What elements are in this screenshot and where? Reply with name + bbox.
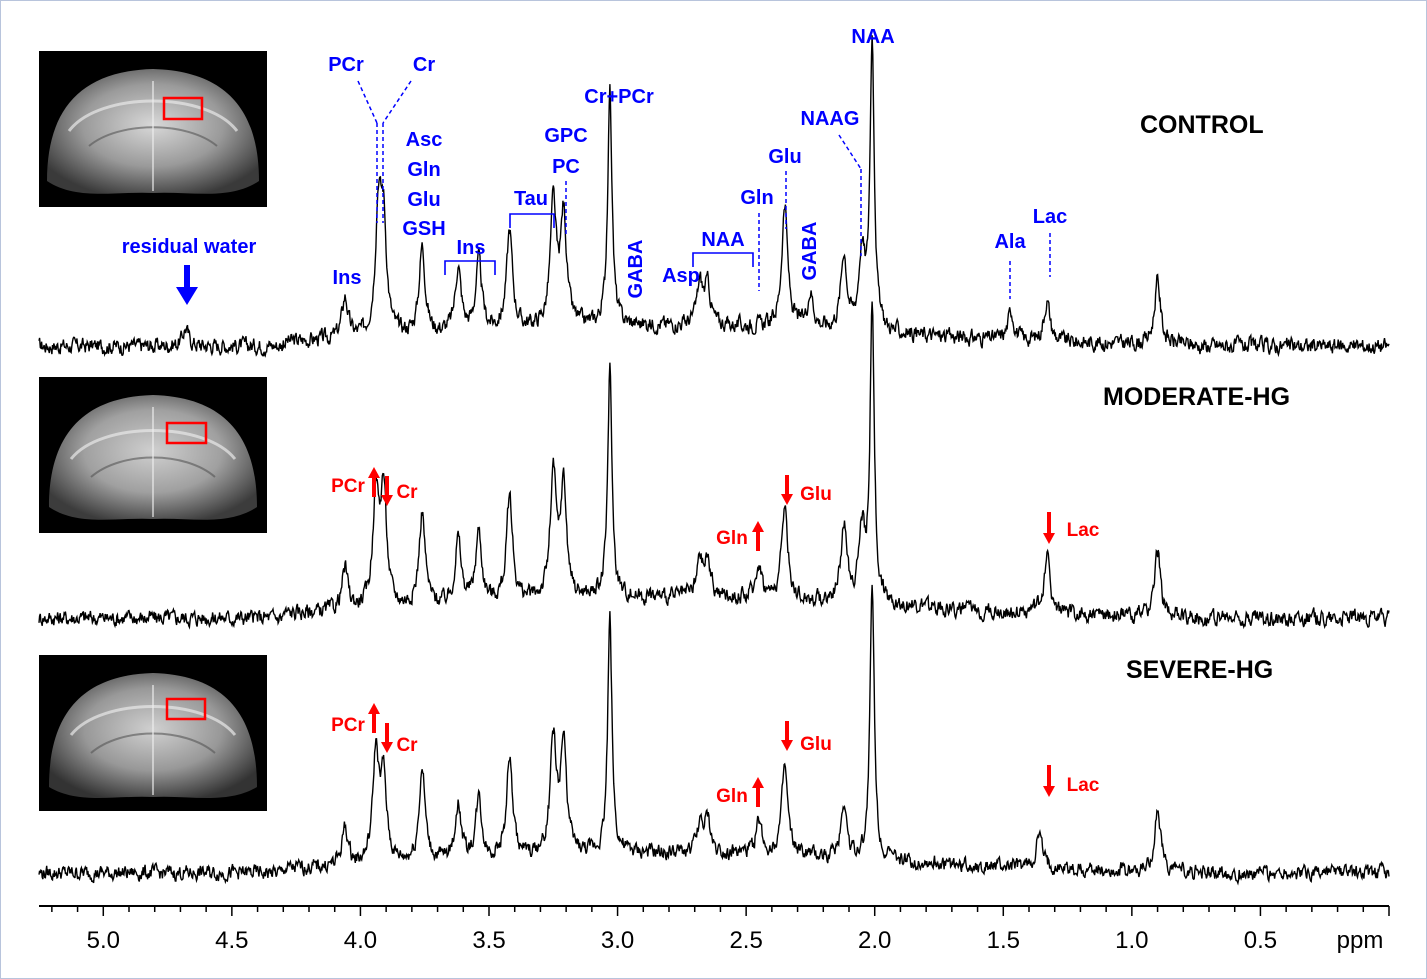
x-tick-label: 1.0 xyxy=(1115,927,1148,954)
voxel-roi-severe-hg xyxy=(165,697,207,721)
x-axis-label: ppm xyxy=(1337,927,1384,954)
peak-label: PCr xyxy=(331,715,365,736)
peak-label: Gln xyxy=(740,187,773,209)
peak-label: Cr xyxy=(396,482,418,503)
peak-label: PCr xyxy=(328,54,364,76)
mri-image-severe-hg xyxy=(39,655,267,811)
peak-label: GSH xyxy=(402,218,445,240)
peak-label: Ins xyxy=(333,267,362,289)
peak-label: Gln xyxy=(716,528,748,549)
peak-label: Glu xyxy=(768,146,801,168)
spectrum-control xyxy=(38,35,1390,358)
peak-label: Cr+PCr xyxy=(584,86,654,108)
change-arrowhead xyxy=(752,777,764,788)
mri-image-control xyxy=(39,51,267,207)
peak-label: Tau xyxy=(514,188,548,210)
peak-label: GPC xyxy=(544,125,587,147)
peak-leader-line xyxy=(382,80,412,124)
spectrum-trace xyxy=(38,584,1390,886)
peak-label: Cr xyxy=(396,735,418,756)
peak-label: Asc xyxy=(406,129,443,151)
mri-image-moderate-hg xyxy=(39,377,267,533)
annotation-residual-water: residual water xyxy=(122,236,257,258)
peak-bracket xyxy=(692,252,754,267)
x-tick-label: 4.5 xyxy=(215,927,248,954)
peak-label: Lac xyxy=(1033,206,1067,228)
peak-label: Gln xyxy=(716,786,748,807)
change-arrowhead xyxy=(781,494,793,505)
peak-label: Gln xyxy=(407,159,440,181)
spectrum-severe-hg xyxy=(38,584,1390,886)
x-tick-label: 2.0 xyxy=(858,927,891,954)
x-tick-label: 5.0 xyxy=(87,927,120,954)
peak-bracket xyxy=(509,213,555,228)
spectrum-trace xyxy=(38,301,1390,630)
voxel-roi-control xyxy=(162,96,204,121)
change-arrowhead xyxy=(381,495,393,506)
change-arrowhead xyxy=(1043,533,1055,544)
spectrum-moderate-hg xyxy=(38,301,1390,630)
x-tick-label: 2.5 xyxy=(729,927,762,954)
peak-bracket xyxy=(444,260,496,275)
change-arrowhead xyxy=(381,742,393,753)
peak-label: Glu xyxy=(407,189,440,211)
peak-label: Asp xyxy=(662,265,700,287)
peak-label: PCr xyxy=(331,476,365,497)
peak-label: GABA xyxy=(799,222,821,281)
peak-label: Lac xyxy=(1067,775,1100,796)
change-arrowhead xyxy=(368,703,380,714)
change-arrowhead xyxy=(1043,786,1055,797)
peak-label: Glu xyxy=(800,484,832,505)
x-tick-label: 4.0 xyxy=(344,927,377,954)
series-title-moderate-hg: MODERATE-HG xyxy=(1103,383,1291,411)
change-arrowhead xyxy=(781,740,793,751)
x-tick-label: 1.5 xyxy=(987,927,1020,954)
x-tick-label: 3.0 xyxy=(601,927,634,954)
spectrum-trace xyxy=(38,35,1390,358)
peak-label: GABA xyxy=(625,240,647,299)
voxel-roi-moderate-hg xyxy=(165,421,208,445)
peak-label: NAA xyxy=(701,229,744,251)
peak-label: Lac xyxy=(1067,520,1100,541)
change-arrowhead xyxy=(368,467,380,478)
residual-water-arrowhead xyxy=(176,287,198,305)
x-tick-label: 0.5 xyxy=(1244,927,1277,954)
peak-label: NAAG xyxy=(801,108,860,130)
peak-label: NAA xyxy=(851,26,894,48)
x-tick-label: 3.5 xyxy=(472,927,505,954)
peak-label: Cr xyxy=(413,54,435,76)
series-title-control: CONTROL xyxy=(1140,111,1264,139)
change-arrowhead xyxy=(752,521,764,532)
peak-leader-line xyxy=(838,134,862,170)
peak-label: Ins xyxy=(457,237,486,259)
peak-label: Ala xyxy=(994,231,1026,253)
peak-leader-line xyxy=(357,80,378,124)
peak-label: Glu xyxy=(800,734,832,755)
series-title-severe-hg: SEVERE-HG xyxy=(1126,656,1274,684)
peak-label: PC xyxy=(552,156,580,178)
